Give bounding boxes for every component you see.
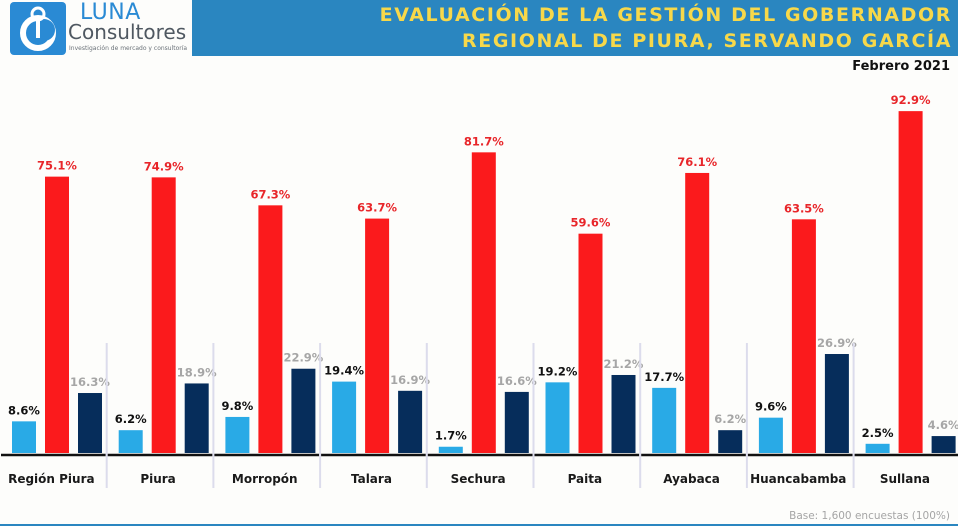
data-label-series-navy-5: 21.2% <box>604 357 644 371</box>
chart-title: EVALUACIÓN DE LA GESTIÓN DEL GOBERNADOR … <box>380 2 952 54</box>
bar-series-red-5 <box>578 233 603 453</box>
bar-series-navy-4 <box>504 391 529 453</box>
category-label-7: Huancabamba <box>750 472 846 486</box>
chart-title-line-1: EVALUACIÓN DE LA GESTIÓN DEL GOBERNADOR <box>379 4 952 26</box>
data-label-series-navy-8: 4.6% <box>928 418 958 432</box>
data-label-series-red-1: 74.9% <box>144 159 184 173</box>
category-label-3: Talara <box>351 472 392 486</box>
bar-series-light-blue-2 <box>225 416 250 453</box>
category-label-0: Región Piura <box>8 472 95 486</box>
data-label-series-light-blue-0: 8.6% <box>8 403 40 417</box>
data-label-series-light-blue-8: 2.5% <box>862 426 894 440</box>
bar-series-red-3 <box>365 218 390 453</box>
data-label-series-navy-6: 6.2% <box>714 412 746 426</box>
data-label-series-navy-4: 16.6% <box>497 374 537 388</box>
data-label-series-navy-3: 16.9% <box>390 373 430 387</box>
data-label-series-light-blue-7: 9.6% <box>755 400 787 414</box>
data-label-series-navy-1: 18.9% <box>177 365 217 379</box>
footer-divider <box>0 524 958 526</box>
chart-title-line-2: REGIONAL DE PIURA, SERVANDO GARCÍA <box>462 30 952 52</box>
bar-series-navy-0 <box>78 393 102 453</box>
category-label-4: Sechura <box>451 472 506 486</box>
bar-series-light-blue-4 <box>438 446 463 453</box>
bar-series-red-4 <box>471 152 496 453</box>
title-banner: EVALUACIÓN DE LA GESTIÓN DEL GOBERNADOR … <box>192 0 958 56</box>
data-label-series-light-blue-6: 17.7% <box>644 370 684 384</box>
bar-series-navy-8 <box>931 436 956 453</box>
base-note: Base: 1,600 encuestas (100%) <box>789 510 950 522</box>
bar-series-navy-5 <box>611 374 636 453</box>
category-label-6: Ayabaca <box>663 472 720 486</box>
logo-mark-icon <box>10 2 66 55</box>
data-label-series-navy-0: 16.3% <box>70 375 110 389</box>
data-label-series-light-blue-2: 9.8% <box>221 399 253 413</box>
bar-series-red-8 <box>898 111 923 454</box>
bar-series-navy-6 <box>718 430 743 453</box>
bar-series-red-2 <box>258 205 283 453</box>
bar-series-light-blue-8 <box>865 443 890 453</box>
bar-series-light-blue-7 <box>758 417 783 453</box>
bar-series-light-blue-6 <box>652 387 677 453</box>
bar-series-navy-7 <box>824 354 849 453</box>
data-label-series-light-blue-3: 19.4% <box>324 364 364 378</box>
bar-series-red-7 <box>791 219 816 453</box>
chart-date: Febrero 2021 <box>852 59 950 74</box>
bar-series-navy-2 <box>291 368 316 453</box>
category-label-1: Piura <box>140 472 175 486</box>
bar-series-light-blue-0 <box>12 421 36 453</box>
luna-consultores-logo: LUNA Consultores Investigación de mercad… <box>10 0 188 56</box>
bar-series-navy-3 <box>398 390 423 453</box>
data-label-series-red-5: 59.6% <box>571 216 611 230</box>
data-label-series-red-7: 63.5% <box>784 201 824 215</box>
data-label-series-red-0: 75.1% <box>37 159 77 173</box>
data-label-series-red-8: 92.9% <box>891 93 931 107</box>
data-label-series-navy-2: 22.9% <box>283 351 323 365</box>
category-label-8: Sullana <box>880 472 930 486</box>
bar-series-light-blue-1 <box>118 430 143 453</box>
data-label-series-red-2: 67.3% <box>250 187 290 201</box>
bar-series-red-6 <box>685 172 710 453</box>
bar-series-light-blue-5 <box>545 382 570 453</box>
data-label-series-navy-7: 26.9% <box>817 336 857 350</box>
logo-subtitle: Consultores <box>68 20 187 44</box>
logo-tagline: Investigación de mercado y consultoría <box>69 45 188 52</box>
data-label-series-light-blue-5: 19.2% <box>538 364 578 378</box>
bar-series-light-blue-3 <box>332 381 357 453</box>
category-label-5: Paita <box>568 472 603 486</box>
bar-series-red-1 <box>151 177 176 454</box>
category-label-2: Morropón <box>232 472 298 486</box>
logo-name: LUNA <box>80 0 141 25</box>
data-label-series-light-blue-1: 6.2% <box>115 412 147 426</box>
data-label-series-red-6: 76.1% <box>677 155 717 169</box>
bar-series-red-0 <box>45 176 69 453</box>
data-label-series-red-4: 81.7% <box>464 134 504 148</box>
data-label-series-light-blue-4: 1.7% <box>435 429 467 443</box>
data-label-series-red-3: 63.7% <box>357 201 397 215</box>
bar-series-navy-1 <box>184 383 209 453</box>
